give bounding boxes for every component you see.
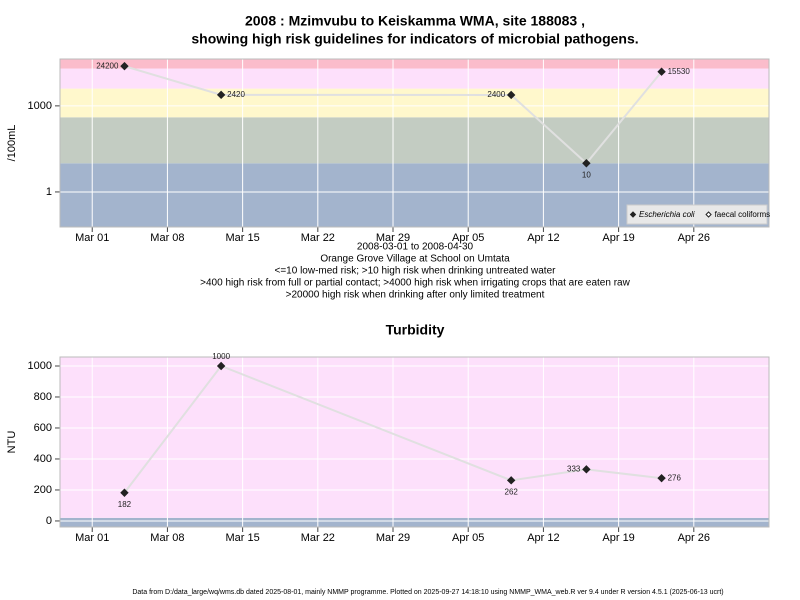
x-tick-label: Apr 12 [527, 232, 559, 244]
data-point [120, 488, 129, 497]
value-label: 2420 [227, 90, 245, 99]
value-label: 1000 [212, 352, 230, 361]
data-point [216, 90, 226, 100]
x-tick-label: Apr 05 [452, 232, 484, 244]
value-label: 2400 [487, 90, 505, 99]
y-tick-label: 1000 [28, 100, 52, 112]
x-tick-label: Mar 22 [301, 232, 335, 244]
legend-label: faecal coliforms [715, 210, 771, 219]
chart-title: Turbidity [386, 322, 445, 338]
data-point [120, 61, 129, 71]
legend-marker [705, 211, 712, 218]
data-point [506, 90, 516, 100]
y-tick-label: 800 [34, 391, 52, 403]
x-tick-label: Mar 15 [225, 532, 259, 544]
x-tick-label: Mar 29 [376, 532, 410, 544]
note: >20000 high risk when drinking after onl… [286, 290, 545, 301]
risk-band [60, 517, 769, 527]
data-point [657, 473, 666, 483]
x-tick-label: Mar 01 [75, 232, 109, 244]
risk-band [60, 59, 769, 69]
plot-frame [59, 356, 770, 528]
chart-title: 2008 : Mzimvubu to Keiskamma WMA, site 1… [245, 13, 585, 29]
y-axis-label: NTU [6, 431, 18, 454]
x-tick-label: Mar 01 [75, 532, 109, 544]
x-tick-label: Mar 08 [150, 532, 184, 544]
x-tick-label: Mar 22 [301, 532, 335, 544]
y-axis-label: /100mL [6, 125, 18, 162]
note: Orange Grove Village at School on Umtata [320, 254, 510, 265]
y-tick-label: 200 [34, 484, 52, 496]
x-tick-label: Apr 12 [527, 532, 559, 544]
x-tick-label: Apr 19 [602, 532, 634, 544]
note: <=10 low-med risk; >10 high risk when dr… [275, 266, 557, 277]
value-label: 10 [582, 170, 591, 179]
data-point [657, 67, 666, 76]
legend-box [626, 204, 768, 225]
legend-label: Escherichia coli [639, 210, 695, 219]
legend-marker [629, 211, 637, 218]
value-label: 24200 [96, 61, 119, 70]
risk-band [60, 357, 769, 518]
data-point [506, 476, 516, 485]
x-tick-label: Apr 05 [452, 532, 484, 544]
y-tick-label: 400 [34, 453, 52, 465]
risk-band [60, 68, 769, 89]
data-point [216, 361, 226, 371]
x-tick-label: Mar 29 [376, 232, 410, 244]
value-label: 262 [505, 487, 519, 496]
risk-band [60, 117, 769, 164]
x-tick-label: Apr 26 [678, 232, 710, 244]
value-label: 333 [567, 464, 581, 473]
x-tick-label: Apr 26 [678, 532, 710, 544]
footer: Data from D:/data_large/wq/wms.db dated … [132, 589, 723, 596]
chart-title: showing high risk guidelines for indicat… [191, 31, 638, 47]
note: 2008-03-01 to 2008-04-30 [357, 242, 474, 253]
x-tick-label: Mar 08 [150, 232, 184, 244]
note: >400 high risk from full or partial cont… [200, 278, 630, 289]
data-point [582, 159, 591, 168]
value-label: 15530 [668, 67, 691, 76]
data-point [582, 465, 591, 474]
x-tick-label: Mar 15 [225, 232, 259, 244]
y-tick-label: 1 [46, 186, 52, 198]
risk-band [60, 88, 769, 118]
y-tick-label: 600 [34, 422, 52, 434]
y-tick-label: 0 [46, 515, 52, 527]
value-label: 182 [118, 500, 132, 509]
value-label: 276 [668, 473, 682, 482]
y-tick-label: 1000 [28, 360, 52, 372]
x-tick-label: Apr 19 [602, 232, 634, 244]
plot-frame [59, 58, 770, 228]
